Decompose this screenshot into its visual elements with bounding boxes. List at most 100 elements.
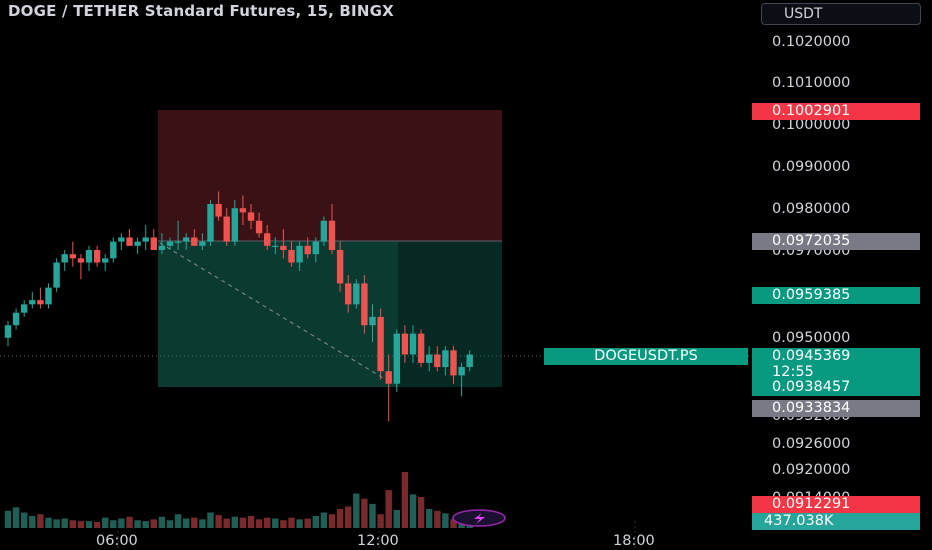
volume-bar — [336, 509, 344, 528]
candle-body — [247, 212, 255, 221]
candle-body — [345, 283, 352, 305]
volume-bar — [199, 519, 206, 528]
volume-bar — [442, 513, 449, 528]
volume-bar — [174, 514, 182, 528]
last-price-tag: 0.0945369 12:55 — [752, 348, 920, 382]
candle-body — [312, 241, 319, 255]
volume-bar — [93, 521, 101, 528]
candle-body — [328, 220, 336, 250]
volume-bar — [61, 518, 68, 528]
volume-bar — [29, 515, 36, 528]
chart-title: DOGE / TETHER Standard Futures, 15, BING… — [8, 2, 394, 20]
candle-body — [85, 250, 93, 263]
candle-body — [393, 333, 400, 384]
price-axis-label: 0.1020000 — [772, 34, 850, 50]
time-axis-label: 12:00 — [357, 533, 399, 549]
candle-body — [409, 333, 417, 355]
candle-body — [150, 237, 157, 250]
volume-bar — [312, 515, 319, 528]
volume-bar — [150, 519, 157, 528]
candle-body — [264, 233, 271, 246]
volume-bar — [393, 509, 400, 528]
target-price-tag: 0.0938457 — [752, 379, 920, 396]
candle-body — [288, 250, 295, 263]
volume-bar — [69, 520, 76, 528]
volume-bar — [353, 493, 360, 528]
volume-bar — [231, 516, 238, 528]
candle-body — [183, 237, 190, 242]
volume-low-price-tag: 0.0912291 — [752, 496, 920, 513]
candle-body — [12, 312, 20, 326]
candle-body — [304, 245, 311, 255]
candle-body — [385, 371, 392, 384]
volume-bar — [166, 520, 174, 528]
volume-bar — [102, 517, 109, 528]
volume-bar — [288, 517, 295, 528]
volume-bar — [12, 507, 20, 528]
candle-body — [320, 220, 328, 242]
currency-unit-button[interactable]: USDT — [761, 3, 921, 25]
price-axis-label: 0.0920000 — [772, 462, 850, 478]
take-profit-zone-shade — [398, 241, 502, 387]
candle-body — [61, 254, 68, 263]
volume-bar — [369, 503, 376, 528]
volume-bar — [4, 510, 12, 528]
time-axis-label: 06:00 — [96, 533, 138, 549]
volume-bar — [134, 520, 141, 528]
candle-body — [191, 237, 198, 246]
candle-body — [442, 350, 449, 368]
volume-bar — [434, 510, 441, 528]
price-axis-label: 0.0926000 — [772, 436, 850, 452]
countdown-timer: 12:55 — [772, 364, 814, 380]
price-axis-label: 0.0990000 — [772, 159, 850, 175]
volume-bar — [239, 517, 247, 528]
candle-body — [110, 241, 117, 259]
volume-bar — [118, 518, 125, 528]
candle-body — [118, 237, 125, 242]
candle-body — [239, 208, 247, 213]
candle-body — [174, 241, 182, 243]
candle-body — [466, 354, 473, 368]
volume-bar — [183, 518, 190, 528]
symbol-tag: DOGEUSDT.PS — [544, 348, 748, 365]
volume-bar — [304, 518, 311, 528]
candle-body — [29, 300, 36, 305]
price-axis-label: 0.0950000 — [772, 330, 850, 346]
candle-body — [77, 258, 85, 263]
volume-bar — [37, 514, 44, 528]
price-axis-label: 0.1000000 — [772, 117, 850, 133]
volume-bar — [85, 521, 93, 528]
candle-body — [417, 333, 425, 363]
candle-body — [336, 250, 344, 284]
candle-body — [215, 204, 222, 217]
volume-bar — [426, 509, 433, 528]
mid-price-tag: 0.0959385 — [752, 287, 920, 304]
volume-bar — [272, 518, 279, 528]
last-price-value: 0.0945369 — [772, 348, 851, 364]
candle-body — [450, 350, 457, 376]
candle-body — [37, 300, 44, 305]
volume-bar — [345, 506, 352, 528]
candle-body — [93, 250, 101, 263]
volume-bar — [328, 514, 336, 528]
low-price-tag: 0.0933834 — [752, 400, 920, 417]
candle-body — [255, 220, 263, 234]
volume-value-tag: 437.038K — [752, 513, 920, 530]
price-axis-label: 0.1010000 — [772, 75, 850, 91]
volume-bar — [142, 521, 149, 528]
volume-bar — [215, 515, 222, 528]
volume-bar — [158, 516, 166, 528]
lightning-bolt-icon — [474, 513, 485, 524]
candle-body — [401, 333, 409, 355]
volume-bar — [223, 518, 230, 528]
candle-body — [53, 262, 60, 288]
volume-bar — [126, 516, 133, 528]
candle-body — [231, 208, 238, 242]
candle-body — [434, 354, 441, 368]
candle-body — [21, 304, 28, 313]
candle-body — [199, 241, 206, 246]
volume-bar — [450, 519, 457, 528]
candle-body — [158, 245, 166, 250]
volume-bar — [264, 517, 271, 528]
